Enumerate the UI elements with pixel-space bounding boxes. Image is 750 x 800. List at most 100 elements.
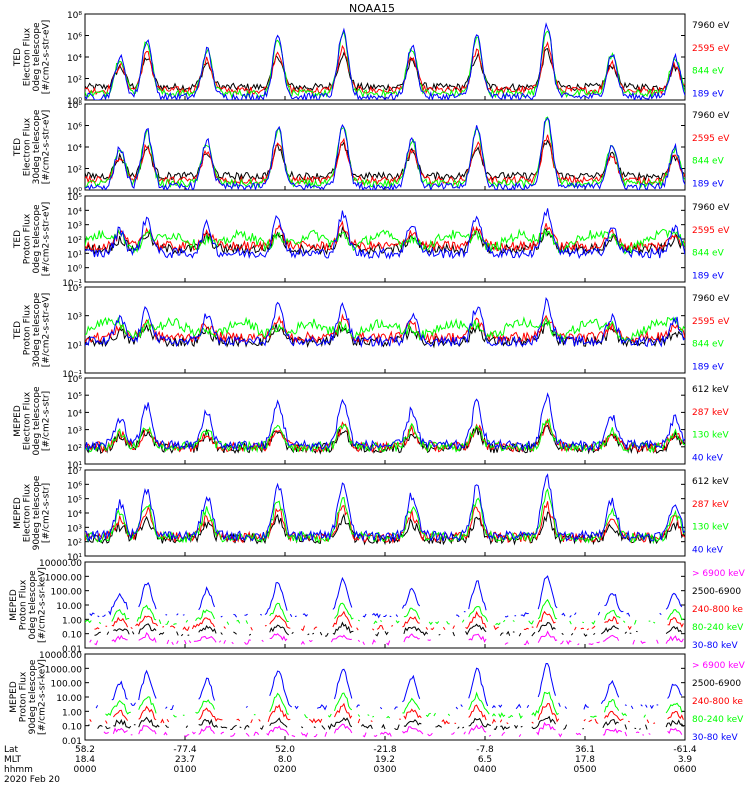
y-tick-label: 10¹ bbox=[67, 341, 82, 351]
legend-entry: 2595 eV bbox=[692, 317, 730, 327]
chart-title: NOAA15 bbox=[349, 2, 395, 15]
y-axis-label-line: Proton Flux bbox=[18, 579, 28, 630]
legend-entry: 30-80 keV bbox=[692, 641, 738, 651]
legend-entry: 2595 eV bbox=[692, 44, 730, 54]
y-axis-label: MEPEDElectron Flux90deg telescope[#/cm2-… bbox=[13, 475, 52, 550]
y-axis-label-line: [#/cm2-s-str-eV] bbox=[41, 202, 51, 277]
y-tick-label: 10⁴ bbox=[67, 409, 82, 419]
legend-entry: 2500-6900 bbox=[692, 679, 741, 689]
series-2595-ev bbox=[85, 220, 685, 253]
y-tick-label: 10² bbox=[67, 539, 82, 549]
y-tick-label: 10⁵ bbox=[67, 284, 82, 294]
y-axis-label-line: MEPED bbox=[13, 405, 23, 437]
series-80-240-kev bbox=[85, 598, 684, 626]
legend-entry: 7960 eV bbox=[692, 203, 730, 213]
x-tick-label: 0000 bbox=[74, 765, 97, 775]
y-tick-label: 10⁵ bbox=[67, 496, 82, 506]
legend-entry: 130 keV bbox=[692, 431, 729, 441]
series-189-ev bbox=[85, 296, 685, 349]
legend-entry: > 6900 keV bbox=[692, 661, 746, 671]
y-axis-label-line: [#/cm2-s-sr-keV] bbox=[37, 567, 47, 643]
legend-entry: 189 eV bbox=[692, 89, 725, 99]
y-axis-label-line: TED bbox=[13, 138, 23, 157]
y-axis-label-line: Proton Flux bbox=[22, 304, 32, 355]
series-844-ev bbox=[85, 116, 685, 190]
panel-7: 0.010.101.0010.00100.001000.0010000.00ME… bbox=[9, 559, 746, 655]
y-tick-label: 0.10 bbox=[62, 723, 82, 733]
y-tick-label: 1.00 bbox=[62, 708, 82, 718]
x-row-label: Lat bbox=[4, 745, 19, 755]
x-tick-label: 0400 bbox=[474, 765, 497, 775]
y-tick-label: 10000.00 bbox=[39, 651, 82, 661]
y-axis-label-line: 90deg telescope bbox=[32, 475, 42, 550]
x-tick-label: 0100 bbox=[174, 765, 197, 775]
y-tick-label: 1.00 bbox=[62, 616, 82, 626]
date-label: 2020 Feb 20 bbox=[4, 775, 60, 785]
legend-entry: 844 eV bbox=[692, 67, 725, 77]
y-tick-label: 10⁻¹ bbox=[62, 370, 82, 380]
y-tick-label: 10⁰ bbox=[67, 265, 82, 275]
y-tick-label: 10⁸ bbox=[67, 11, 82, 21]
series-2595-ev bbox=[85, 313, 685, 344]
legend-entry: 2595 eV bbox=[692, 134, 730, 144]
y-axis-label-line: Electron Flux bbox=[22, 117, 32, 176]
y-tick-label: 100.00 bbox=[51, 680, 83, 690]
x-tick-label: 17.8 bbox=[575, 755, 595, 765]
legend-entry: 30-80 keV bbox=[692, 733, 738, 743]
series-40-kev bbox=[85, 473, 685, 543]
legend-entry: 130 keV bbox=[692, 523, 729, 533]
y-tick-label: 10⁵ bbox=[67, 193, 82, 203]
series-7960-ev bbox=[85, 226, 685, 256]
series-130-kev bbox=[85, 488, 685, 545]
x-tick-label: -61.4 bbox=[673, 745, 697, 755]
panel-6: 10¹ 10² 10³ 10⁴ 10⁵ 10⁶ 10⁷ MEPEDElectron Flux9… bbox=[13, 467, 730, 563]
y-tick-label: 1000.00 bbox=[45, 573, 82, 583]
y-axis-label-line: Electron Flux bbox=[22, 27, 32, 86]
legend-entry: > 6900 keV bbox=[692, 569, 746, 579]
legend-entry: 40 keV bbox=[692, 453, 724, 463]
y-tick-label: 10⁷ bbox=[67, 467, 82, 477]
panel-8: 0.01 0.10 1.00 10.00 100.00 1000.00 10000.00ME… bbox=[9, 651, 746, 747]
y-tick-label: 10⁶ bbox=[67, 33, 82, 43]
x-axis-rows: Lat 58.2 -77.4 52.0 -21.8 -7.8 36.1 -61.4 MLT 18.… bbox=[4, 745, 697, 785]
x-tick-label: -7.8 bbox=[476, 745, 494, 755]
y-tick-label: 10³ bbox=[67, 524, 82, 534]
y-tick-label: 10.00 bbox=[56, 694, 82, 704]
series-189-ev bbox=[85, 22, 685, 100]
y-tick-label: 0.10 bbox=[62, 631, 82, 641]
legend-entry: 80-240 keV bbox=[692, 715, 744, 725]
legend-entry: 612 keV bbox=[692, 477, 729, 487]
y-tick-label: 10⁴ bbox=[67, 54, 82, 64]
series-2500-6900 bbox=[94, 621, 683, 637]
y-axis-label-line: MEPED bbox=[9, 589, 19, 621]
y-tick-label: 10³ bbox=[67, 313, 82, 323]
y-tick-label: 10⁶ bbox=[67, 375, 82, 385]
y-axis-label-line: 30deg telescope bbox=[32, 292, 42, 367]
y-axis-label-line: [#/cm2-s-str-eV] bbox=[41, 293, 51, 368]
series-2595-ev bbox=[85, 41, 685, 96]
panel-4: 10⁻¹ 10¹ 10³ 10⁵ TEDProton Flux30deg telesco… bbox=[13, 284, 731, 380]
x-tick-label: -77.4 bbox=[173, 745, 197, 755]
series--6900-kev bbox=[89, 630, 684, 646]
y-axis-label-line: Electron Flux bbox=[22, 483, 32, 542]
y-tick-label: 10² bbox=[67, 76, 82, 86]
legend-entry: 7960 eV bbox=[692, 21, 730, 31]
y-tick-label: 10⁵ bbox=[67, 392, 82, 402]
x-tick-label: 0300 bbox=[374, 765, 397, 775]
y-tick-label: 10.00 bbox=[56, 602, 82, 612]
y-axis-label-line: [#/cm2-s-str] bbox=[41, 391, 51, 451]
x-tick-label: 0600 bbox=[674, 765, 697, 775]
x-row-label: MLT bbox=[4, 755, 22, 765]
y-tick-label: 100.00 bbox=[51, 588, 83, 598]
y-tick-label: 0.01 bbox=[62, 737, 82, 747]
panel-3: 10⁻¹ 10⁰ 10¹ 10² 10³ 10⁴ 10⁵ TEDProton Flux0deg… bbox=[13, 193, 731, 289]
y-axis-label-line: MEPED bbox=[13, 497, 23, 529]
y-tick-label: 1000.00 bbox=[45, 665, 82, 675]
series--6900-kev bbox=[103, 721, 683, 738]
panel-frame bbox=[84, 286, 686, 374]
series-7960-ev bbox=[85, 47, 685, 93]
x-tick-label: 0500 bbox=[574, 765, 597, 775]
y-axis-label-line: 0deg telescope bbox=[28, 570, 38, 640]
y-axis-label: MEPEDProton Flux90deg telescope[#/cm2-s-… bbox=[9, 659, 48, 735]
